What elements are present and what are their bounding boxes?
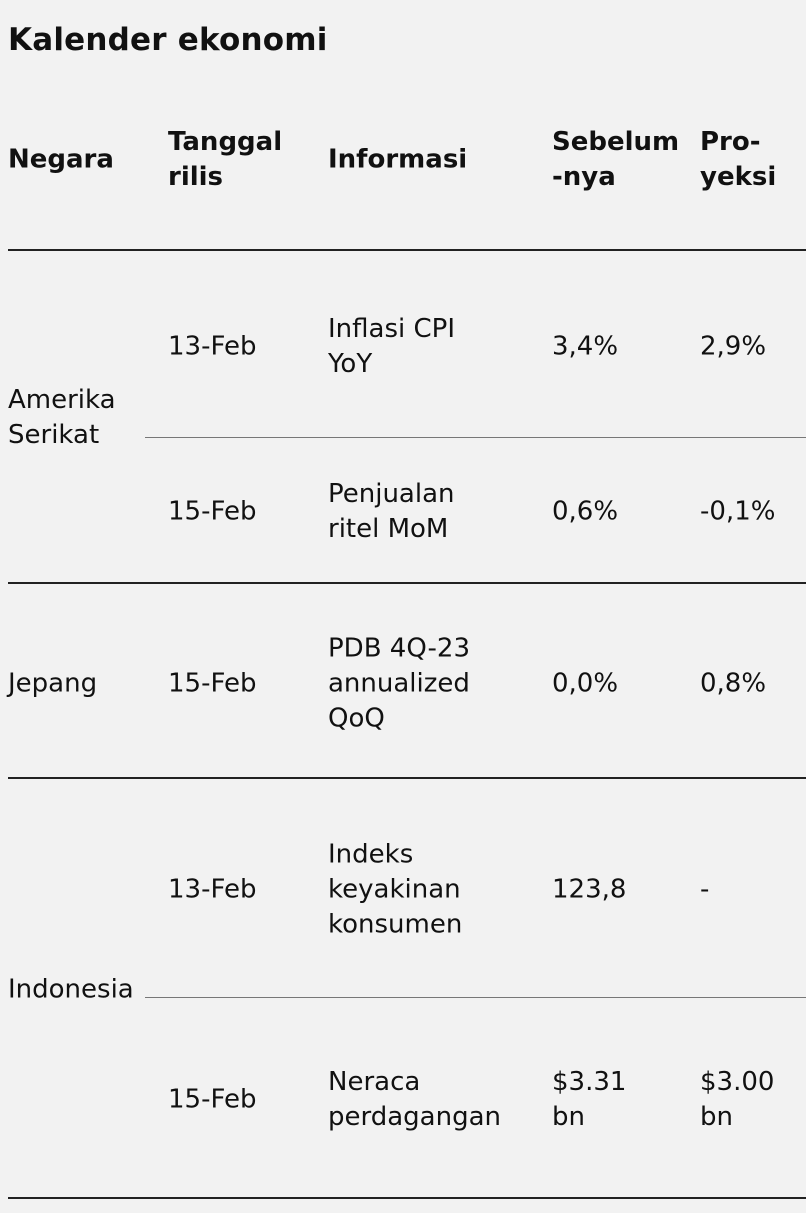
info-cell: Neraca perdagangan [328,1067,501,1132]
header-country: Negara [8,144,114,175]
country-cell: Indonesia [8,974,134,1005]
previous-cell: 0,0% [552,668,619,699]
country-cell: Jepang [8,668,98,699]
row-divider [145,437,806,438]
info-cell: Inflasi CPI YoY [328,314,455,379]
row-divider [145,997,806,998]
table-bottom-rule [8,1197,806,1199]
previous-cell: 0,6% [552,496,619,527]
projection-cell: $3.00 bn [700,1067,775,1132]
info-cell: PDB 4Q-23 annualized QoQ [328,633,470,734]
header-information: Informasi [328,144,468,175]
header-divider [8,249,806,251]
group-divider [8,777,806,779]
date-cell: 13-Feb [168,331,257,362]
group-divider [8,582,806,584]
previous-cell: 123,8 [552,874,627,905]
projection-cell: - [700,874,710,905]
info-cell: Indeks keyakinan konsumen [328,839,463,940]
previous-cell: 3,4% [552,331,619,362]
date-cell: 15-Feb [168,496,257,527]
projection-cell: -0,1% [700,496,776,527]
header-release-date: Tanggal rilis [168,127,283,192]
header-projection: Pro- yeksi [700,127,777,192]
date-cell: 15-Feb [168,668,257,699]
previous-cell: $3.31 bn [552,1067,627,1132]
date-cell: 15-Feb [168,1084,257,1115]
date-cell: 13-Feb [168,874,257,905]
info-cell: Penjualan ritel MoM [328,479,455,544]
country-cell: Amerika Serikat [8,385,116,450]
page-title: Kalender ekonomi [8,22,328,58]
projection-cell: 2,9% [700,331,767,362]
header-previous: Sebelum -nya [552,127,680,192]
projection-cell: 0,8% [700,668,767,699]
